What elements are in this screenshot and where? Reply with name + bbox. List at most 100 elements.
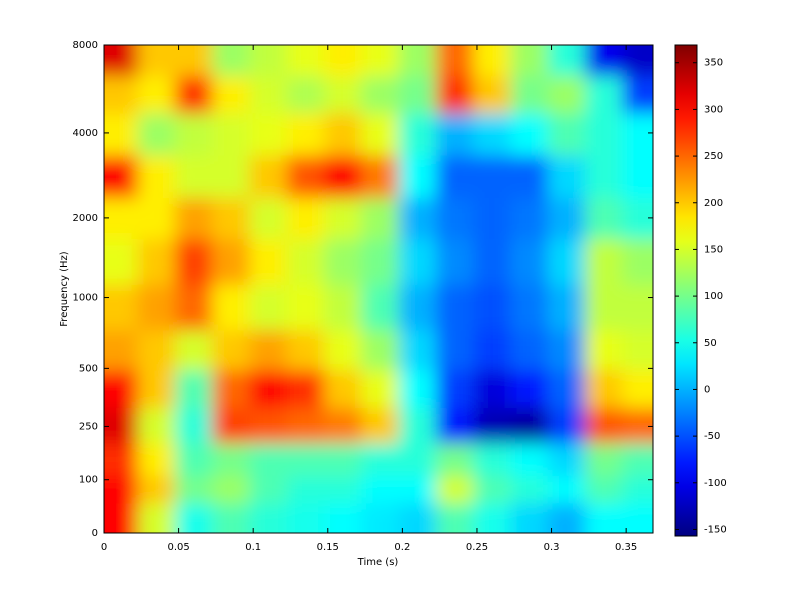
heatmap-cell <box>435 502 474 533</box>
x-tick-label: 0.25 <box>466 542 488 553</box>
heatmap-cell <box>585 502 623 533</box>
heatmap-cell <box>622 369 653 409</box>
heatmap-cell <box>361 75 400 114</box>
heatmap-cell <box>585 45 623 77</box>
heatmap-cell <box>212 369 250 409</box>
heatmap-cell <box>137 45 176 77</box>
heatmap-cell <box>137 442 176 476</box>
y-tick-label: 500 <box>79 363 98 374</box>
heatmap-cell <box>622 112 653 156</box>
y-tick-label: 100 <box>79 475 98 486</box>
heatmap-cell <box>585 329 623 371</box>
heatmap-cell <box>174 502 213 533</box>
y-tick-label: 250 <box>79 421 98 432</box>
heatmap-cell <box>510 329 549 371</box>
heatmap-cell <box>510 155 549 199</box>
heatmap-cell <box>473 369 512 409</box>
heatmap-cell <box>473 155 512 199</box>
heatmap-cell <box>286 442 325 476</box>
heatmap-cell <box>510 112 549 156</box>
heatmap-cell <box>361 369 400 409</box>
heatmap-cell <box>473 112 512 156</box>
heatmap-cell <box>622 475 653 504</box>
heatmap-cell <box>324 75 362 114</box>
heatmap-cell <box>585 197 623 240</box>
heatmap-cell <box>249 475 288 504</box>
heatmap-cell <box>473 197 512 240</box>
heatmap-cell <box>547 329 586 371</box>
heatmap-cell <box>622 75 653 114</box>
heatmap-cell <box>249 75 288 114</box>
heatmap-cell <box>473 502 512 533</box>
heatmap-cell <box>212 407 250 444</box>
heatmap-cell <box>435 284 474 331</box>
y-axis-label: Frequency (Hz) <box>59 251 70 327</box>
colorbar-tick-label: -150 <box>704 524 727 535</box>
heatmap-cell <box>137 155 176 199</box>
heatmap-cell <box>585 407 623 444</box>
heatmap-cell <box>585 112 623 156</box>
heatmap-cell <box>104 238 139 285</box>
y-tick-label: 8000 <box>73 40 98 51</box>
heatmap-cell <box>435 197 474 240</box>
heatmap-cell <box>174 369 213 409</box>
heatmap-cell <box>104 475 139 504</box>
heatmap-cell <box>249 112 288 156</box>
heatmap-cell <box>361 238 400 285</box>
heatmap-cell <box>473 284 512 331</box>
heatmap-cell <box>510 442 549 476</box>
heatmap-cell <box>286 197 325 240</box>
heatmap-cell <box>212 238 250 285</box>
heatmap-cell <box>622 238 653 285</box>
colorbar-tick-label: 0 <box>704 384 710 395</box>
heatmap-cell <box>585 155 623 199</box>
heatmap-cell <box>435 238 474 285</box>
heatmap-cell <box>286 369 325 409</box>
heatmap-cell <box>398 238 437 285</box>
x-axis-label: Time (s) <box>357 557 399 568</box>
heatmap-cell <box>398 475 437 504</box>
heatmap-cell <box>473 329 512 371</box>
heatmap-cell <box>324 475 362 504</box>
heatmap-cell <box>174 238 213 285</box>
heatmap-cell <box>435 75 474 114</box>
heatmap-cell <box>324 407 362 444</box>
heatmap-cell <box>324 197 362 240</box>
heatmap-cell <box>324 502 362 533</box>
heatmap-cell <box>324 284 362 331</box>
colorbar-tick-label: 50 <box>704 338 717 349</box>
heatmap-cell <box>212 475 250 504</box>
heatmap-cell <box>324 45 362 77</box>
heatmap-cell <box>174 329 213 371</box>
heatmap-cell <box>104 155 139 199</box>
heatmap-cell <box>398 442 437 476</box>
heatmap-cell <box>249 155 288 199</box>
heatmap-cell <box>398 502 437 533</box>
x-tick-label: 0.2 <box>394 542 410 553</box>
heatmap-cell <box>547 112 586 156</box>
y-tick-label: 1000 <box>73 293 98 304</box>
heatmap-cell <box>324 112 362 156</box>
heatmap-cell <box>473 238 512 285</box>
heatmap-cell <box>286 75 325 114</box>
heatmap-cell <box>104 112 139 156</box>
heatmap-cell <box>473 442 512 476</box>
x-tick-label: 0.1 <box>245 542 261 553</box>
heatmap-cell <box>137 112 176 156</box>
heatmap-cell <box>585 369 623 409</box>
heatmap-cell <box>361 197 400 240</box>
heatmap-cell <box>286 284 325 331</box>
heatmap-cell <box>585 75 623 114</box>
y-tick-label: 4000 <box>73 128 98 139</box>
heatmap-cell <box>324 329 362 371</box>
heatmap-cell <box>286 329 325 371</box>
heatmap-cell <box>324 442 362 476</box>
heatmap-cell <box>510 75 549 114</box>
heatmap-cell <box>622 407 653 444</box>
heatmap-cell <box>547 197 586 240</box>
heatmap-cell <box>286 475 325 504</box>
colorbar-tick-label: 250 <box>704 151 723 162</box>
heatmap-cell <box>286 112 325 156</box>
heatmap-cell <box>212 502 250 533</box>
heatmap-cell <box>361 155 400 199</box>
